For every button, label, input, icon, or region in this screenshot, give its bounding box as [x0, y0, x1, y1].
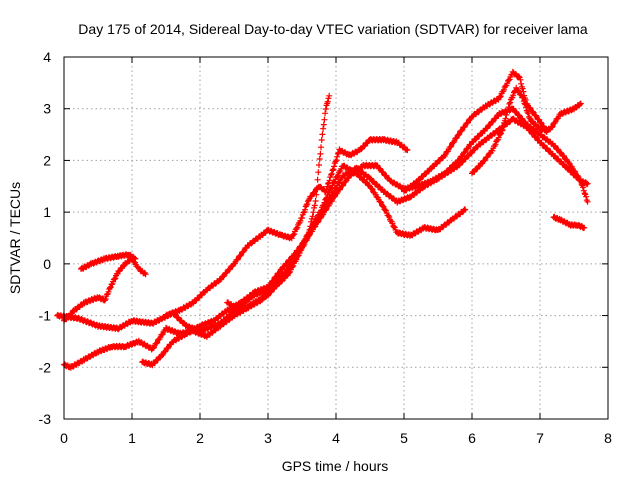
- x-axis-label: GPS time / hours: [282, 458, 389, 474]
- x-tick-label: 8: [604, 430, 612, 446]
- series-3: [61, 255, 149, 324]
- x-tick-label: 2: [196, 430, 204, 446]
- series-9: [469, 84, 584, 177]
- series-10: [550, 213, 588, 231]
- data-series: [54, 68, 591, 371]
- x-tick-label: 7: [536, 430, 544, 446]
- series-5: [139, 105, 591, 369]
- x-tick-label: 6: [468, 430, 476, 446]
- series-6: [163, 136, 411, 319]
- series-markers: [163, 136, 411, 319]
- x-tick-label: 5: [400, 430, 408, 446]
- series-markers: [224, 92, 333, 314]
- series-markers: [54, 115, 591, 335]
- x-tick-label: 1: [128, 430, 136, 446]
- y-tick-label: 1: [43, 204, 51, 220]
- axis-tick-labels: 0 1 2 3 4 5 6 7 8 -3 -2 -1 0 1 2 3 4: [39, 49, 613, 446]
- x-tick-label: 3: [264, 430, 272, 446]
- chart-title: Day 175 of 2014, Sidereal Day-to-day VTE…: [78, 21, 588, 37]
- series-markers: [469, 84, 584, 177]
- series-markers: [61, 255, 149, 324]
- x-tick-label: 4: [332, 430, 340, 446]
- grid: [64, 57, 608, 419]
- y-tick-label: 3: [43, 101, 51, 117]
- y-tick-label: -2: [39, 359, 52, 375]
- series-4: [78, 251, 139, 272]
- series-8: [401, 68, 550, 195]
- y-axis-label: SDTVAR / TECUs: [7, 182, 23, 294]
- series-markers: [550, 213, 588, 231]
- series-markers: [139, 105, 591, 369]
- series-markers: [78, 251, 139, 272]
- y-tick-label: 2: [43, 152, 51, 168]
- y-tick-label: -3: [39, 411, 52, 427]
- y-tick-label: -1: [39, 308, 52, 324]
- plot-frame: [63, 56, 609, 420]
- series-1: [54, 115, 591, 335]
- y-tick-label: 4: [43, 49, 51, 65]
- series-7: [224, 92, 333, 314]
- y-tick-label: 0: [43, 256, 51, 272]
- series-markers: [401, 68, 550, 195]
- x-tick-label: 0: [60, 430, 68, 446]
